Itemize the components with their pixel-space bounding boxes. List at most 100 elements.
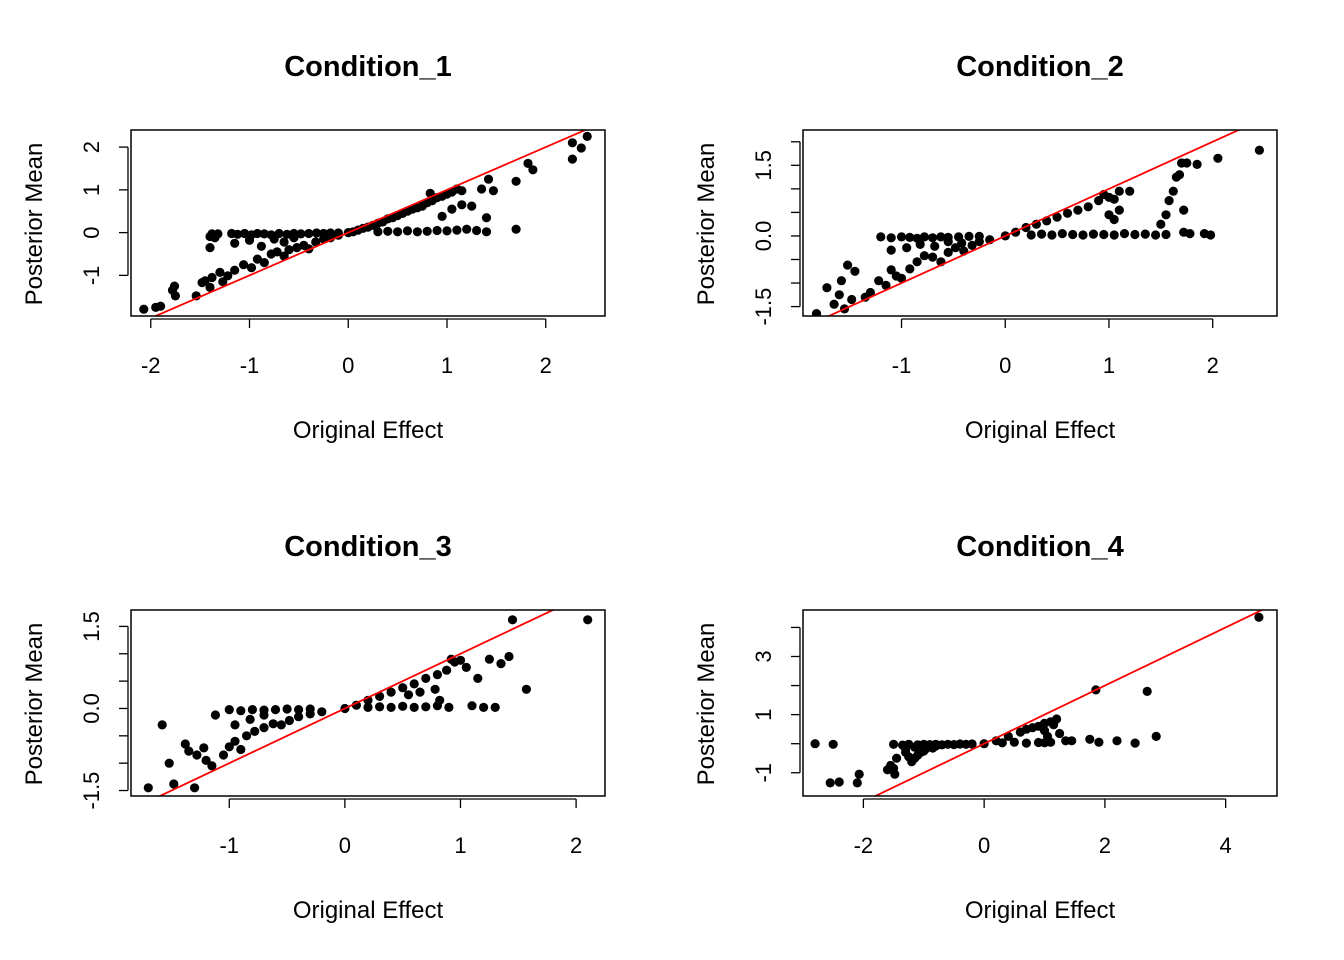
data-point	[928, 252, 938, 262]
data-point	[943, 247, 953, 257]
y-tick-label: 0.0	[751, 221, 776, 252]
data-point	[1168, 186, 1178, 196]
plot-title: Condition_2	[956, 51, 1124, 83]
data-point	[164, 758, 174, 768]
data-point	[398, 701, 408, 711]
data-point	[169, 281, 180, 291]
data-point	[892, 753, 902, 763]
data-point	[432, 225, 442, 236]
x-tick-label: 2	[570, 833, 582, 858]
data-point	[822, 283, 832, 293]
data-point	[1119, 229, 1130, 239]
data-point	[1130, 229, 1140, 240]
data-point	[901, 744, 911, 754]
data-point	[269, 234, 279, 244]
data-point	[1254, 145, 1264, 155]
data-point	[1055, 728, 1065, 739]
data-point	[811, 309, 822, 316]
data-point	[363, 702, 373, 713]
data-point	[383, 226, 393, 236]
data-point	[582, 131, 592, 141]
data-point	[905, 232, 915, 242]
data-point	[1021, 738, 1031, 748]
data-point	[259, 258, 269, 268]
data-point	[881, 280, 891, 290]
reference-line	[153, 130, 588, 316]
data-point	[1067, 736, 1077, 746]
y-axis-label: Posterior Mean	[21, 143, 48, 306]
data-point	[886, 265, 896, 275]
data-point	[294, 705, 304, 715]
plot-title: Condition_1	[284, 51, 452, 83]
data-point	[284, 715, 294, 726]
data-point	[1142, 686, 1152, 697]
plot-area: -1 0 1 2 -1.5 0.0 1.5	[751, 129, 1278, 378]
data-point	[957, 238, 967, 248]
y-axis-label: Posterior Mean	[693, 143, 720, 306]
data-point	[192, 750, 202, 760]
data-point	[421, 702, 431, 712]
panel-condition-3: Condition_3 Original Effect Posterior Me…	[21, 531, 606, 924]
data-point	[151, 302, 161, 312]
data-point	[915, 239, 925, 249]
data-point	[1068, 229, 1078, 240]
data-point	[1088, 229, 1098, 239]
data-point	[1112, 736, 1122, 746]
data-point	[201, 755, 211, 766]
data-point	[865, 287, 876, 298]
data-point	[1185, 229, 1195, 239]
data-point	[292, 243, 302, 253]
y-tick-label: -1.5	[79, 772, 104, 810]
data-point	[507, 615, 518, 625]
data-point	[967, 240, 977, 250]
data-point	[233, 229, 243, 239]
data-point	[282, 704, 292, 714]
y-axis: -1.5 0.0 1.5	[751, 141, 801, 326]
y-axis: -1 1 3	[751, 626, 801, 783]
data-point	[294, 712, 304, 722]
data-point	[1062, 208, 1073, 218]
x-tick-label: 2	[1099, 833, 1111, 858]
data-point	[247, 705, 257, 715]
data-point	[430, 684, 440, 694]
data-point	[282, 229, 292, 239]
data-point	[825, 778, 835, 788]
data-point	[910, 742, 920, 752]
data-point	[461, 662, 471, 673]
y-axis: -1.5 0.0 1.5	[79, 611, 129, 810]
x-tick-label: 1	[441, 353, 453, 378]
data-point	[190, 783, 200, 793]
data-point	[490, 702, 500, 713]
x-axis: -1 0 1 2	[219, 798, 582, 858]
data-point	[184, 746, 194, 756]
x-tick-label: 0	[342, 353, 354, 378]
data-point	[205, 282, 215, 292]
data-point	[259, 229, 269, 239]
data-point	[452, 225, 462, 235]
data-point	[886, 245, 896, 255]
data-point	[245, 714, 255, 725]
data-point	[442, 226, 452, 236]
data-point	[567, 138, 578, 148]
data-point	[444, 702, 454, 713]
data-point	[943, 237, 953, 247]
data-point	[239, 260, 249, 270]
data-point	[886, 233, 896, 243]
data-point	[1213, 153, 1223, 163]
data-point	[1109, 214, 1119, 225]
data-point	[409, 679, 419, 689]
y-tick-label: 3	[751, 650, 776, 662]
plot-frame	[130, 609, 606, 797]
y-tick-label: 0	[79, 226, 104, 238]
data-point	[259, 723, 269, 733]
data-point	[1026, 230, 1036, 240]
data-point	[1057, 229, 1067, 239]
data-point	[279, 251, 289, 261]
data-point	[199, 743, 209, 753]
data-point	[246, 263, 257, 273]
data-point	[207, 272, 217, 283]
y-tick-label: 2	[79, 141, 104, 153]
data-point	[1078, 230, 1088, 240]
reference-line	[826, 130, 1241, 316]
data-point	[304, 228, 314, 239]
